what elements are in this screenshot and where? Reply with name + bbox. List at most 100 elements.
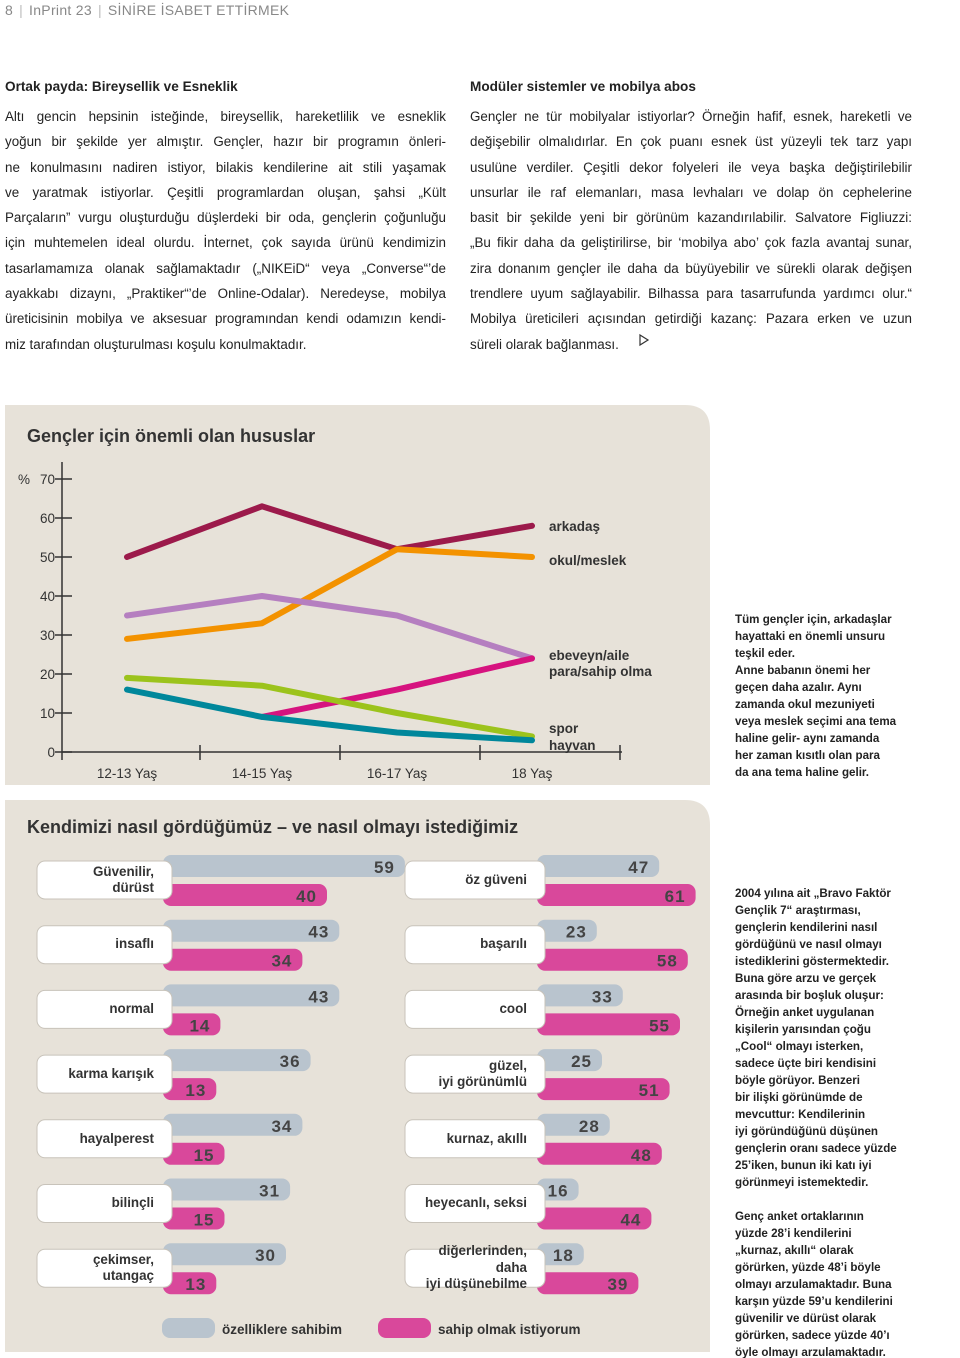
bar [163, 984, 340, 1007]
y-tick-label: 70 [40, 472, 55, 487]
bar-value: 36 [280, 1052, 301, 1071]
text-line: süreli olarak bağlanması. [470, 336, 619, 352]
label-box [404, 1184, 546, 1223]
category-label: öz güveni [465, 871, 527, 887]
page-number: 8 [5, 2, 14, 18]
bar [163, 884, 327, 906]
label-box [404, 1119, 546, 1159]
bar-value: 13 [185, 1275, 206, 1294]
category-label: normal [109, 1001, 154, 1017]
bar-value: 34 [271, 952, 292, 971]
bar [537, 948, 688, 971]
note-line: kişilerin yarısından çoğu [735, 1023, 871, 1036]
bar-value: 18 [553, 1246, 574, 1265]
bar [163, 1243, 286, 1266]
bar [537, 1272, 639, 1295]
text-line: usulüne verdiler. Çeşitli dekor folyeler… [470, 159, 912, 175]
label-box [404, 860, 546, 900]
y-tick-label: 30 [40, 628, 55, 643]
x-tick-label: 14-15 Yaş [232, 766, 293, 781]
bar-value: 28 [579, 1117, 600, 1136]
note-line: „kurnaz, akıllı“ olarak [735, 1244, 854, 1257]
bar-value: 31 [259, 1182, 280, 1201]
text-line: için muhtemelen ideal olurdu. İnternet, … [5, 235, 446, 251]
label-box [36, 1248, 173, 1288]
legend-label: sahip olmak istiyorum [438, 1322, 581, 1337]
text-line: zira donanım gençler ile daha da büyüyeb… [470, 260, 912, 276]
note-line: karşın yüzde 59’u kendilerini [735, 1295, 893, 1308]
note-line: gençlerin oranı sadece yüzde [735, 1142, 897, 1155]
category-label: Güvenilir, dürüst [92, 863, 154, 896]
note-line: görünmeyi istemektedir. [735, 1176, 869, 1189]
series-line [124, 593, 535, 662]
label-box [36, 925, 173, 965]
note-line: olmayı arzulamaktadır. Buna [735, 1278, 892, 1291]
bar-value: 15 [194, 1211, 215, 1230]
category-label: çekimser, utangaç [92, 1251, 154, 1284]
bar-value: 51 [639, 1081, 660, 1100]
bar-value: 61 [665, 887, 686, 906]
bar-value: 43 [308, 987, 329, 1006]
bar-value: 15 [194, 1146, 215, 1165]
section: SİNİRE İSABET ETTİRMEK [107, 2, 290, 18]
note-line: görürken, yüzde 48’i böyle [735, 1261, 881, 1274]
bar [537, 1113, 610, 1136]
series-label: hayvan [549, 738, 596, 753]
separator: | [97, 2, 102, 18]
note-line: veya meslek seçimi ana tema [735, 715, 897, 728]
survey-note: 2004 yılına ait „Bravo Faktör Gençlik 7“ … [735, 885, 897, 1358]
note-line: bir ilişki görünümde de [735, 1091, 863, 1104]
bar [537, 1142, 662, 1165]
series-line [124, 686, 535, 744]
note-line: „Cool“ olmayı isterken, [735, 1040, 864, 1053]
note-line: Örneğin anket uygulanan [735, 1006, 875, 1019]
label-box [36, 1184, 173, 1223]
x-tick-label: 16-17 Yaş [367, 766, 428, 781]
label-box [404, 925, 546, 965]
legend-swatch [162, 1318, 215, 1338]
note-line: Gençlik 7“ araştırması, [735, 904, 861, 917]
note-line: mevcuttur: Kendilerinin [735, 1108, 866, 1121]
chart-note: Tüm gençler için, arkadaşlar hayattaki en… [735, 611, 896, 781]
series-line [124, 546, 535, 642]
y-tick-label: 50 [40, 550, 55, 565]
label-box [36, 1119, 173, 1159]
bar-value: 58 [657, 952, 678, 971]
text-line: „Bu fikir daha da geliştirilirse, bir ‘m… [470, 235, 912, 251]
bar [163, 919, 340, 942]
bar [163, 1113, 303, 1136]
bar [163, 855, 405, 877]
x-tick-label: 18 Yaş [512, 766, 553, 781]
text-line: unsurlar ile raf elemanları, masa levhal… [470, 184, 912, 200]
bar-value: 48 [631, 1146, 652, 1165]
bar [537, 1243, 584, 1266]
bar [163, 1178, 291, 1201]
category-label: bilinçli [111, 1195, 154, 1211]
label-box [36, 1054, 173, 1094]
category-label: karma karışık [68, 1065, 154, 1081]
bar-value: 59 [374, 858, 395, 877]
bar [537, 884, 696, 906]
label-box [404, 1054, 546, 1094]
note-line: Genç anket ortaklarının [735, 1210, 864, 1223]
bar-value: 40 [296, 887, 317, 906]
bar-value: 55 [649, 1016, 670, 1035]
label-box [36, 860, 173, 900]
bar [163, 1142, 225, 1165]
text-line: ne konulmasını nadiren istiyor, bilakis … [5, 159, 446, 175]
bar-value: 16 [548, 1182, 569, 1201]
bar-value: 13 [185, 1081, 206, 1100]
note-line: da ana tema haline gelir. [735, 766, 870, 779]
label-box [404, 1248, 546, 1288]
note-line: sadece üçte biri kendisini [735, 1057, 877, 1070]
series-line [259, 655, 535, 720]
label-box [404, 989, 546, 1029]
bar [163, 1207, 225, 1230]
bar [537, 855, 660, 877]
legend-label: özelliklere sahibim [222, 1322, 342, 1337]
note-paragraph: Genç anket ortaklarının yüzde 28’i kendil… [735, 1208, 897, 1358]
note-paragraph: 2004 yılına ait „Bravo Faktör Gençlik 7“ … [735, 885, 897, 1191]
text-line: ayakkabı dizaynı, „Praktiker“’de Online-… [5, 286, 446, 302]
article-body: Altı gencin hepsinin isteğinde, bireysel… [5, 104, 446, 357]
